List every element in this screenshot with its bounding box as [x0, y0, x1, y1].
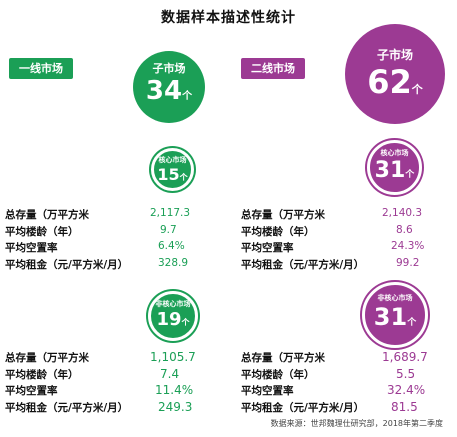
tier1-submarket-circle: 子市场 34个: [133, 51, 205, 123]
stat-row: 平均租金（元/平方米/月） 249.3: [5, 400, 230, 417]
stat-value: 1,689.7: [382, 350, 428, 364]
tier1-submarket-count: 34: [145, 76, 183, 106]
tier2-market-tag: 二线市场: [241, 58, 305, 79]
tier1-core-unit: 个: [179, 173, 188, 182]
stat-label: 总存量（万平方米: [241, 352, 325, 364]
tier1-noncore-count: 19: [156, 309, 182, 330]
tier2-noncore-stats: 总存量（万平方米 1,689.7 平均楼龄（年） 5.5 平均空置率 32.4% 平均…: [241, 350, 451, 416]
stat-row: 平均楼龄（年） 9.7: [5, 224, 230, 241]
stat-value: 5.5: [396, 366, 416, 381]
tier2-core-label: 核心市场: [380, 149, 409, 157]
stat-value: 99.2: [396, 256, 420, 269]
stat-value: 2,117.3: [150, 207, 191, 219]
tier1-core-count: 15: [157, 165, 180, 184]
stat-label: 平均空置率: [5, 242, 58, 254]
stat-label: 平均空置率: [5, 385, 58, 397]
stat-label: 平均楼龄（年）: [5, 368, 79, 381]
stat-value: 6.4%: [158, 240, 185, 252]
stat-label: 平均空置率: [241, 242, 294, 254]
stat-row: 平均空置率 32.4%: [241, 383, 451, 400]
stat-label: 平均租金（元/平方米/月）: [5, 401, 129, 414]
stat-label: 平均空置率: [241, 385, 294, 397]
stat-row: 平均空置率 24.3%: [241, 240, 451, 257]
tier2-noncore-circle: 非核心市场 31个: [362, 282, 428, 348]
stat-value: 81.5: [391, 399, 418, 414]
stat-row: 平均租金（元/平方米/月） 328.9: [5, 257, 230, 274]
tier2-noncore-label: 非核心市场: [377, 294, 413, 302]
tier1-noncore-unit: 个: [181, 318, 190, 327]
stat-row: 平均空置率 11.4%: [5, 383, 230, 400]
stat-label: 平均租金（元/平方米/月）: [241, 401, 365, 414]
stat-label: 平均租金（元/平方米/月）: [241, 258, 365, 271]
stat-label: 平均楼龄（年）: [241, 225, 315, 238]
stat-row: 总存量（万平方米 2,117.3: [5, 207, 230, 224]
tier2-submarket-label: 子市场: [376, 48, 413, 62]
stat-row: 平均楼龄（年） 5.5: [241, 367, 451, 384]
tier1-noncore-stats: 总存量（万平方米 1,105.7 平均楼龄（年） 7.4 平均空置率 11.4% 平均…: [5, 350, 230, 416]
stat-label: 总存量（万平方米: [5, 209, 89, 221]
tier1-core-label: 核心市场: [158, 156, 187, 164]
tier2-noncore-count: 31: [373, 303, 408, 331]
tier2-submarket-unit: 个: [411, 83, 423, 96]
tier1-noncore-circle: 非核心市场 19个: [148, 291, 198, 341]
tier2-submarket-circle: 子市场 62个: [345, 24, 445, 124]
stat-value: 24.3%: [391, 240, 425, 252]
stat-row: 平均租金（元/平方米/月） 99.2: [241, 257, 451, 274]
stat-row: 总存量（万平方米 2,140.3: [241, 207, 451, 224]
tier1-noncore-label: 非核心市场: [155, 300, 191, 308]
page-title: 数据样本描述性统计: [161, 10, 296, 26]
stat-value: 32.4%: [387, 383, 426, 397]
stat-row: 总存量（万平方米 1,105.7: [5, 350, 230, 367]
tier2-core-circle: 核心市场 31个: [367, 140, 422, 195]
tier2-submarket-count: 62: [367, 63, 412, 101]
stat-label: 总存量（万平方米: [5, 352, 89, 364]
stat-label: 平均楼龄（年）: [241, 368, 315, 381]
stat-value: 9.7: [160, 223, 177, 236]
stat-value: 11.4%: [155, 383, 194, 397]
stat-row: 平均楼龄（年） 7.4: [5, 367, 230, 384]
stat-value: 1,105.7: [150, 350, 196, 364]
stat-label: 平均楼龄（年）: [5, 225, 79, 238]
tier2-core-stats: 总存量（万平方米 2,140.3 平均楼龄（年） 8.6 平均空置率 24.3% 平均…: [241, 207, 451, 273]
tier2-core-unit: 个: [405, 170, 415, 180]
stat-value: 328.9: [158, 256, 189, 269]
tier1-core-stats: 总存量（万平方米 2,117.3 平均楼龄（年） 9.7 平均空置率 6.4% 平均租…: [5, 207, 230, 273]
tier2-core-count: 31: [374, 158, 406, 183]
stat-value: 7.4: [160, 366, 180, 381]
stat-value: 249.3: [158, 399, 193, 414]
stat-row: 总存量（万平方米 1,689.7: [241, 350, 451, 367]
stat-value: 2,140.3: [382, 207, 423, 219]
tier1-core-circle: 核心市场 15个: [151, 148, 194, 191]
tier1-submarket-label: 子市场: [152, 62, 186, 75]
stat-row: 平均楼龄（年） 8.6: [241, 224, 451, 241]
tier1-submarket-unit: 个: [182, 91, 193, 102]
data-source-note: 数据来源：世邦魏理仕研究部，2018年第二季度: [270, 419, 443, 428]
stat-label: 总存量（万平方米: [241, 209, 325, 221]
tier1-market-tag: 一线市场: [9, 58, 73, 79]
stat-value: 8.6: [396, 223, 413, 236]
stat-label: 平均租金（元/平方米/月）: [5, 258, 129, 271]
stat-row: 平均租金（元/平方米/月） 81.5: [241, 400, 451, 417]
stat-row: 平均空置率 6.4%: [5, 240, 230, 257]
tier2-noncore-unit: 个: [407, 318, 417, 328]
